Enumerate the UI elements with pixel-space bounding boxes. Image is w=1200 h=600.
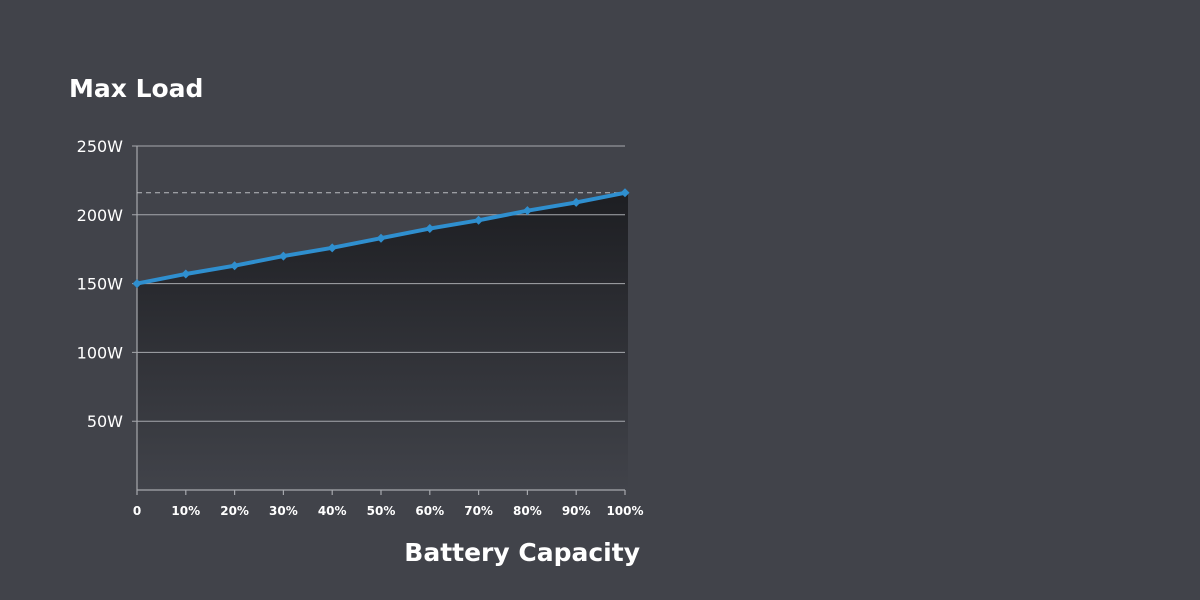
x-axis-title: Battery Capacity — [404, 538, 640, 567]
data-markers — [132, 188, 630, 289]
x-tick-label: 80% — [513, 504, 542, 518]
data-point — [132, 279, 142, 289]
y-tick-label: 50W — [87, 412, 123, 431]
x-tick-label: 40% — [318, 504, 347, 518]
axes — [136, 146, 626, 495]
area-fill-layer — [137, 192, 628, 490]
data-point — [571, 197, 581, 207]
data-point — [474, 215, 484, 225]
gridlines — [132, 145, 625, 422]
data-point — [181, 269, 191, 279]
data-point — [376, 233, 386, 243]
chart-title: Max Load — [69, 74, 203, 103]
y-tick-label: 100W — [77, 343, 124, 362]
data-point — [230, 261, 240, 271]
data-point — [620, 188, 630, 198]
x-tick-label: 0 — [133, 504, 141, 518]
x-tick-label: 10% — [171, 504, 200, 518]
data-point — [522, 206, 532, 216]
area-fill — [137, 192, 628, 490]
x-tick-label: 20% — [220, 504, 249, 518]
x-tick-labels: 0 10% 20% 30% 40% 50% 60% 70% 80% 90% 100% — [133, 504, 644, 518]
x-tick-label: 90% — [562, 504, 591, 518]
y-tick-labels: 50W 100W 150W 200W 250W — [77, 137, 124, 431]
data-point — [278, 251, 288, 261]
x-tick-label: 100% — [606, 504, 643, 518]
data-point — [327, 243, 337, 253]
x-tick-label: 50% — [367, 504, 396, 518]
y-tick-label: 150W — [77, 275, 124, 294]
y-tick-label: 250W — [77, 137, 124, 156]
x-tick-label: 30% — [269, 504, 298, 518]
y-tick-label: 200W — [77, 206, 124, 225]
x-tick-label: 70% — [464, 504, 493, 518]
data-point — [425, 224, 435, 234]
x-tick-label: 60% — [415, 504, 444, 518]
